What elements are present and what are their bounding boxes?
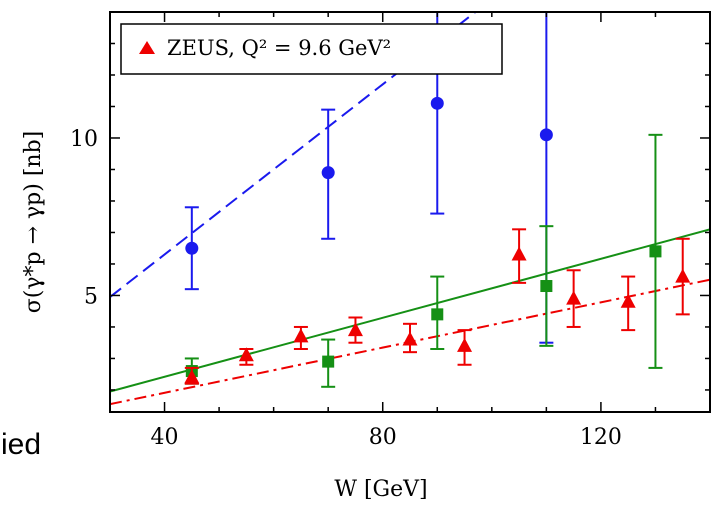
data-point-triangle [402, 331, 418, 346]
data-point-triangle [566, 290, 582, 305]
data-point-triangle [620, 293, 636, 308]
data-point-triangle [293, 328, 309, 343]
legend-label-zeus: ZEUS, Q² = 9.6 GeV² [167, 36, 391, 60]
data-point-square [649, 245, 662, 258]
x-axis-title: W [GeV] [334, 477, 427, 502]
data-point-triangle [511, 246, 527, 261]
data-points [184, 12, 691, 388]
x-tick-label: 40 [151, 425, 179, 450]
data-point-triangle [238, 347, 254, 362]
legend-box [120, 23, 503, 75]
y-tick-label: 10 [70, 127, 98, 152]
y-axis-title: σ(γ*p → γp) [nb] [21, 131, 46, 313]
plot-frame [109, 11, 711, 413]
data-point-triangle [457, 337, 473, 352]
y-tick-label: 5 [84, 284, 98, 309]
data-point-circle [539, 128, 553, 142]
data-point-square [540, 280, 553, 293]
data-point-circle [185, 241, 199, 255]
data-point-circle [430, 96, 444, 110]
legend-marker-zeus [139, 41, 155, 54]
legend: ZEUS, Q² = 9.6 GeV² [120, 23, 503, 75]
data-point-square [322, 355, 335, 368]
data-point-circle [321, 166, 335, 180]
x-tick-label: 120 [580, 425, 622, 450]
page-fragment-text: ied [1, 428, 41, 461]
data-point-triangle [184, 369, 200, 384]
data-point-triangle [675, 268, 691, 283]
data-point-triangle [347, 322, 363, 337]
data-point-square [431, 308, 444, 321]
x-tick-label: 80 [369, 425, 397, 450]
fit-line-1 [110, 228, 710, 393]
